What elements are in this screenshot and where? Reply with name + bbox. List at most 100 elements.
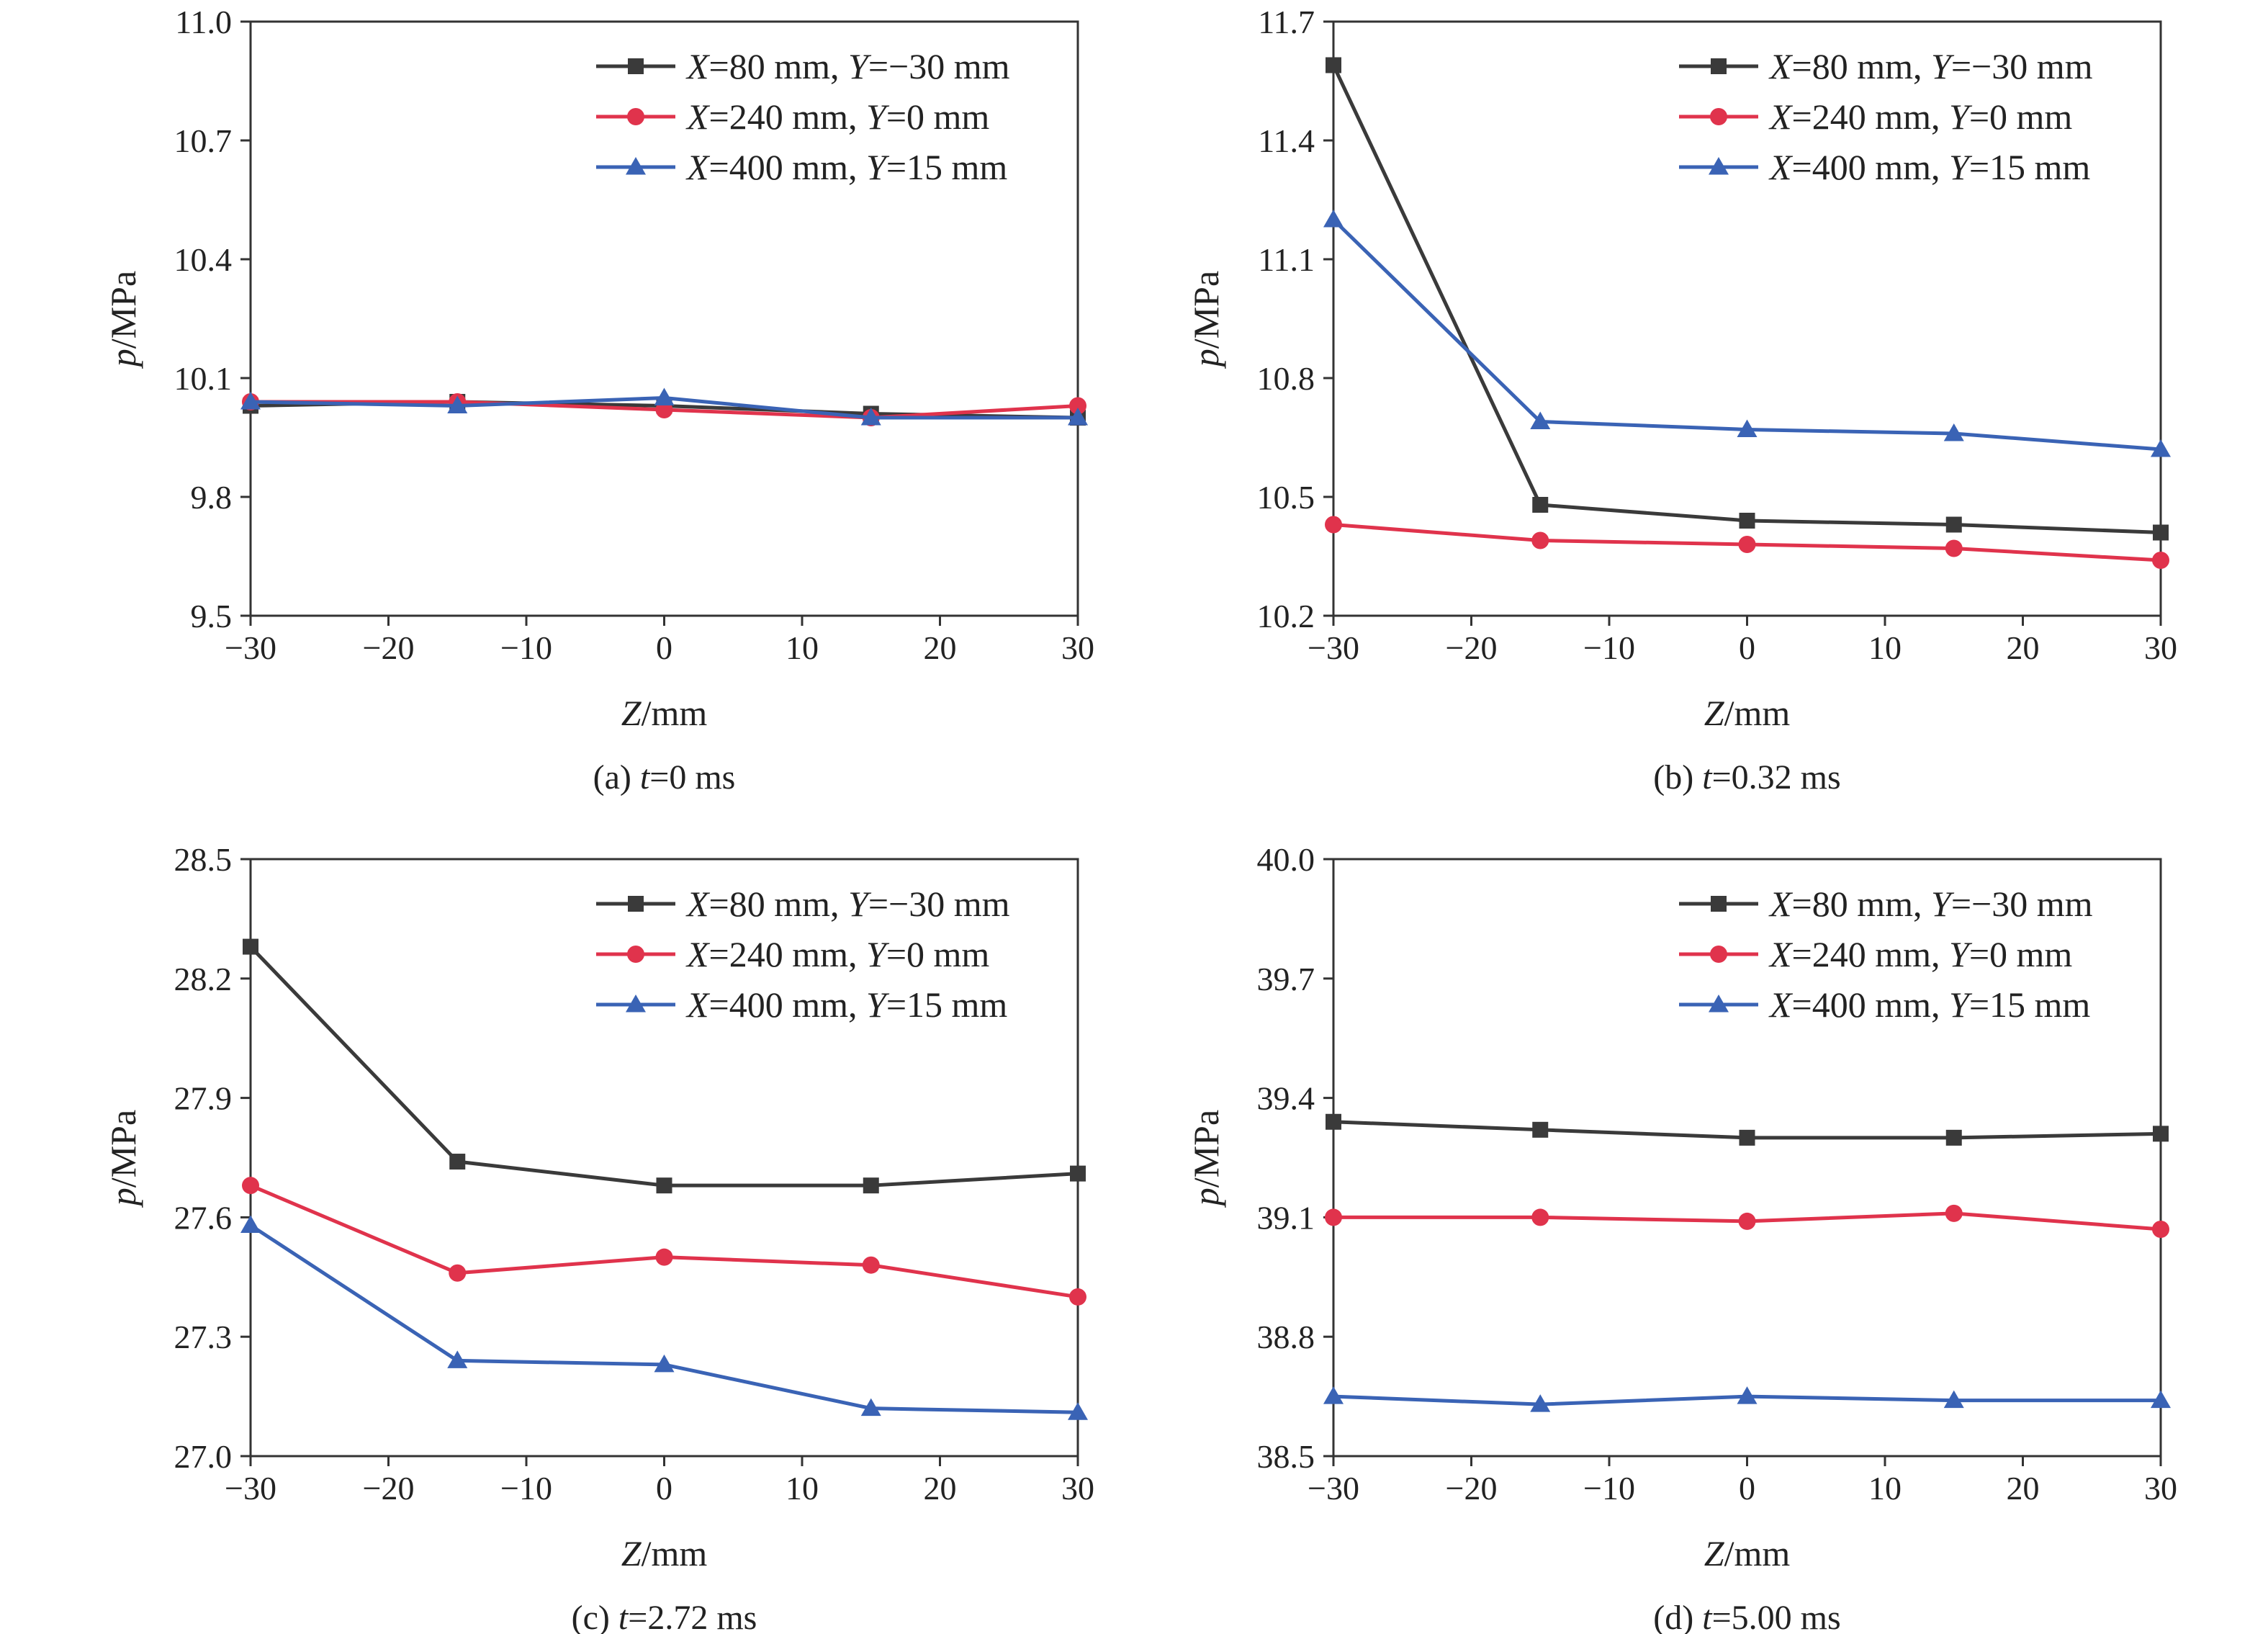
y-tick-label: 27.0 [174,1438,233,1475]
data-point [449,1154,466,1170]
y-tick-label: 10.4 [174,241,233,278]
y-tick-label: 10.1 [174,360,233,397]
x-axis-label: Z/mm [621,1533,708,1574]
x-axis-label: Z/mm [1704,693,1791,733]
y-tick-label: 10.2 [1257,598,1315,634]
legend: X=80 mm, Y=−30 mm X=240 mm, Y=0 mm X=400 m… [596,46,1010,187]
x-tick-label: −10 [500,629,552,666]
x-tick-label: 0 [1739,629,1755,666]
x-tick-label: 0 [656,1470,672,1507]
x-tick-label: 30 [2144,1470,2177,1507]
x-tick-label: 30 [1061,1470,1094,1507]
x-tick-label: 20 [2007,629,2040,666]
x-tick-label: 30 [2144,629,2177,666]
data-point [1326,57,1341,73]
legend-entry-label: X=240 mm, Y=0 mm [1768,96,2072,137]
series-x80-line [249,945,1079,1188]
legend-marker [626,995,646,1013]
data-point [447,395,468,413]
data-point [1531,531,1549,549]
data-point [655,1248,673,1266]
data-point [1739,513,1755,529]
data-point [2151,439,2171,457]
legend-entry-label: X=80 mm, Y=−30 mm [685,884,1010,924]
y-tick-label: 11.4 [1258,122,1315,159]
data-point [449,1264,467,1282]
legend-entry-label: X=80 mm, Y=−30 mm [1768,46,2093,86]
legend-entry-label: X=80 mm, Y=−30 mm [1768,884,2093,924]
legend-marker [1711,58,1727,74]
y-tick-label: 10.5 [1257,479,1315,516]
data-point [242,1177,259,1195]
data-point [240,392,261,410]
data-point [863,1177,879,1194]
y-tick-label: 27.6 [174,1199,233,1236]
legend-entry-label: X=80 mm, Y=−30 mm [685,46,1010,86]
y-axis-label: p/MPa [1186,271,1226,369]
data-point [1530,1394,1551,1412]
x-tick-label: −10 [1583,629,1635,666]
data-point [1943,423,1964,441]
legend-marker [1709,157,1729,175]
y-tick-label: 28.5 [174,841,233,878]
data-point [1945,1129,1962,1146]
legend: X=80 mm, Y=−30 mm X=240 mm, Y=0 mm X=400 m… [1679,884,2093,1025]
data-point [1738,1212,1756,1230]
legend-entry-label: X=400 mm, Y=15 mm [685,147,1007,187]
x-tick-label: 20 [2007,1470,2040,1507]
data-point [862,1256,880,1274]
data-point [240,1215,261,1233]
data-point [2151,1390,2171,1409]
y-tick-label: 11.1 [1258,241,1315,278]
series-x240-line [250,1183,1079,1299]
data-point [2153,1126,2169,1142]
y-tick-label: 11.7 [1258,4,1315,40]
y-tick-label: 9.8 [191,479,233,516]
legend-marker [1711,896,1727,912]
x-tick-label: −10 [500,1470,552,1507]
x-tick-label: −30 [1308,1470,1359,1507]
data-point [1531,1208,1549,1226]
data-point [1943,1390,1964,1409]
y-tick-label: 10.8 [1257,360,1315,397]
data-point [2152,552,2169,569]
y-axis-label: p/MPa [1186,1110,1226,1208]
data-point [1325,516,1342,534]
data-point [1068,408,1088,426]
x-tick-label: −10 [1583,1470,1635,1507]
legend-marker [627,108,644,125]
data-point [656,1177,672,1194]
data-point [1945,1204,1963,1222]
y-tick-label: 28.2 [174,961,233,997]
y-tick-label: 38.8 [1257,1319,1315,1355]
x-tick-label: −30 [1308,629,1359,666]
data-point [1532,1121,1549,1138]
x-tick-label: −20 [363,629,415,666]
x-tick-label: 10 [786,629,819,666]
x-tick-label: 20 [924,1470,957,1507]
data-point [1070,1165,1086,1182]
panel-a: −30 −20 −10 0 10 20 30 9.5 9.8 10.1 10.4 10.7 11.0 Z/… [103,4,1094,796]
legend-entry-label: X=400 mm, Y=15 mm [1768,147,2090,187]
legend: X=80 mm, Y=−30 mm X=240 mm, Y=0 mm X=400 m… [596,884,1010,1025]
panel-d: −30 −20 −10 0 10 20 30 38.5 38.8 39.1 39.4 39.7 40.0… [1186,841,2177,1634]
x-tick-label: 10 [1868,629,1902,666]
data-point [1069,1288,1086,1306]
data-point [1069,397,1086,415]
data-point [243,938,258,955]
panel-caption: (c) t=2.72 ms [572,1599,757,1634]
series-x400-line [1332,218,2161,452]
y-tick-label: 27.9 [174,1080,233,1117]
data-point [860,408,881,426]
y-tick-label: 39.4 [1257,1080,1315,1117]
data-point [1945,516,1962,533]
x-tick-label: 30 [1061,629,1094,666]
x-tick-label: −20 [1446,629,1498,666]
data-point [860,1398,881,1417]
x-tick-label: 10 [786,1470,819,1507]
data-point [2152,1220,2169,1238]
legend-marker [627,946,644,963]
y-tick-label: 27.3 [174,1319,233,1355]
y-tick-label: 40.0 [1257,841,1315,878]
